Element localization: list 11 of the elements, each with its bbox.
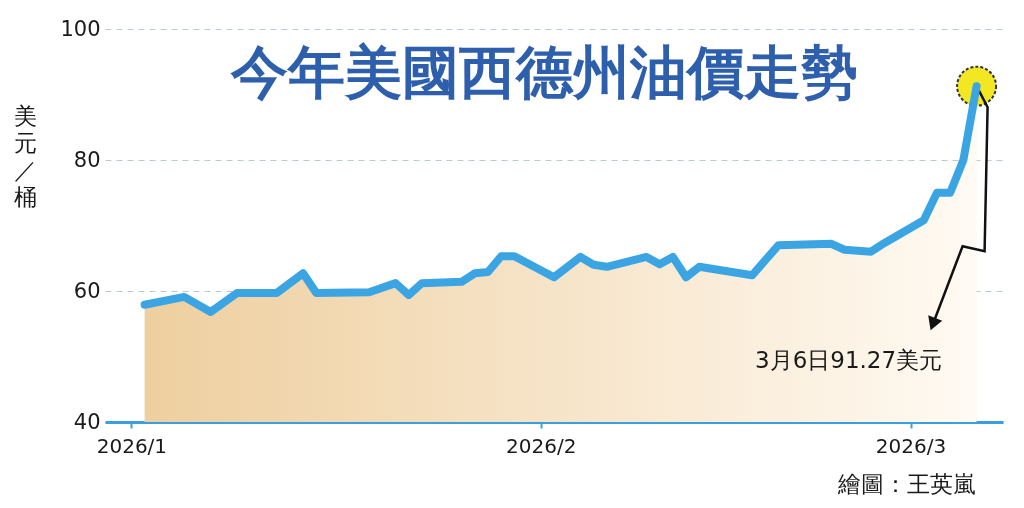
x-tick-label: 2026/2 <box>506 433 577 458</box>
text: 繪圖：王英嵐 <box>837 471 976 497</box>
y-tick-label: 80 <box>73 147 101 172</box>
y-tick-label: 100 <box>60 16 101 41</box>
y-tick-label: 60 <box>73 278 101 303</box>
y-axis-title: 美元／桶 <box>14 102 37 210</box>
x-tick-label: 2026/3 <box>875 433 947 458</box>
x-tick-label: 2026/1 <box>96 433 168 458</box>
annotation: 3月6日91.27美元 <box>755 347 943 374</box>
chart-title: 今年美國西德州油價走勢 <box>229 39 858 105</box>
y-tick-label: 40 <box>73 409 101 434</box>
